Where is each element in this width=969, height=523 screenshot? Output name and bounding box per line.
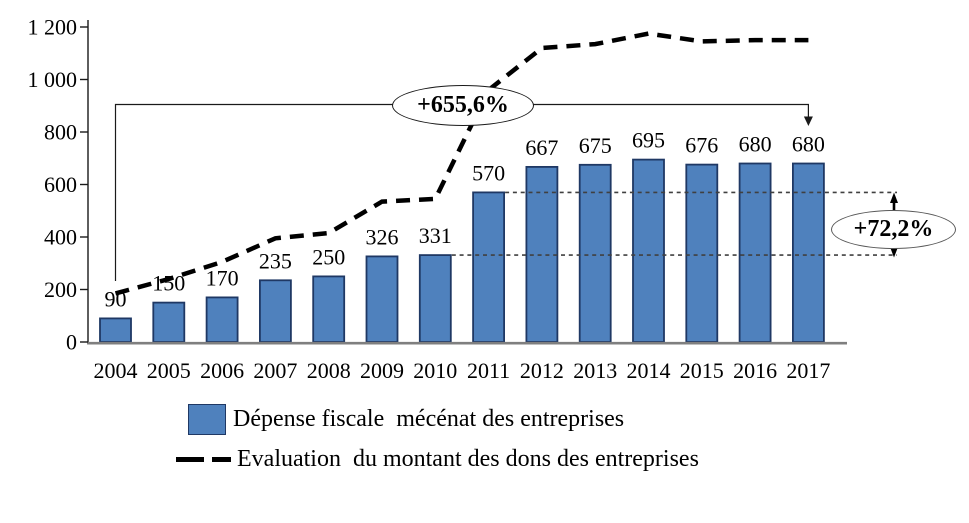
x-tick-label: 2015 <box>680 358 724 383</box>
bar-2015 <box>685 163 719 343</box>
annotation-dons-growth-ellipse: +72,2% <box>831 210 956 249</box>
bar-value-label: 250 <box>312 244 345 269</box>
y-tick-label: 600 <box>44 172 77 197</box>
bar-2009 <box>365 255 399 343</box>
bar-value-label: 570 <box>472 160 505 185</box>
bar-value-label: 667 <box>525 135 558 160</box>
dashed-line-swatch <box>176 457 231 462</box>
legend-item-bar-series: Dépense fiscale mécénat des entreprises <box>188 404 624 435</box>
y-tick-label: 400 <box>44 225 77 250</box>
y-tick-label: 1 200 <box>28 15 78 40</box>
x-tick-label: 2010 <box>413 358 457 383</box>
x-tick-label: 2017 <box>786 358 830 383</box>
bar-value-label: 680 <box>792 132 825 157</box>
bar-series <box>99 158 825 343</box>
x-tick-label: 2016 <box>733 358 777 383</box>
bar-value-label: 695 <box>632 128 665 153</box>
x-tick-label: 2013 <box>573 358 617 383</box>
bar-2013 <box>578 163 612 343</box>
x-tick-label: 2011 <box>467 358 510 383</box>
annotation-dons-growth-label: +72,2% <box>853 216 934 242</box>
legend-label-bar-series: Dépense fiscale mécénat des entreprises <box>233 406 625 432</box>
bar-value-label: 235 <box>259 248 292 273</box>
legend-label-line-series: Evaluation du montant des dons des entre… <box>237 446 699 472</box>
dotted-guide-lines <box>451 191 897 256</box>
annotation-total-growth-label: +655,6% <box>417 92 509 118</box>
bar-2004 <box>99 317 132 343</box>
y-tick-label: 800 <box>44 120 77 145</box>
y-tick-label: 1 000 <box>28 67 78 92</box>
bar-value-label: 150 <box>152 271 185 296</box>
bar-2017 <box>792 162 825 343</box>
legend-item-line-series: Evaluation du montant des dons des entre… <box>176 446 699 473</box>
bar-value-label: 676 <box>685 133 718 158</box>
x-tick-label: 2005 <box>147 358 191 383</box>
bar-value-label: 170 <box>206 265 239 290</box>
evaluation-dashed-line <box>114 31 809 296</box>
bar-value-label: 680 <box>739 132 772 157</box>
bar-value-label: 331 <box>419 223 452 248</box>
bar-value-label: 90 <box>105 286 127 311</box>
x-axis-labels: 2004 2005 2006 2007 2008 2009 2010 2011 2012 2013… <box>94 358 831 383</box>
x-tick-label: 2009 <box>360 358 404 383</box>
bar-2010 <box>418 254 452 343</box>
axes: 0 200 400 600 800 1 000 1 200 <box>28 15 847 355</box>
bar-2014 <box>632 158 665 343</box>
bar-2008 <box>312 275 346 343</box>
x-tick-label: 2004 <box>94 358 138 383</box>
bar-2011 <box>472 191 506 343</box>
x-tick-label: 2014 <box>627 358 671 383</box>
bar-2006 <box>205 296 239 343</box>
bar-value-label: 326 <box>366 224 399 249</box>
bar-2005 <box>152 301 186 343</box>
bar-2007 <box>258 279 292 343</box>
x-tick-label: 2012 <box>520 358 564 383</box>
y-tick-label: 200 <box>44 277 77 302</box>
bar-2016 <box>738 162 772 343</box>
y-tick-label: 0 <box>66 330 77 355</box>
bar-value-labels: 90 150 170 235 250 326 331 570 667 675 695 676 680 68… <box>105 128 825 312</box>
annotation-total-growth-ellipse: +655,6% <box>392 85 534 126</box>
x-tick-label: 2006 <box>200 358 244 383</box>
bar-value-label: 675 <box>579 133 612 158</box>
x-tick-label: 2008 <box>307 358 351 383</box>
x-tick-label: 2007 <box>253 358 297 383</box>
bar-series-swatch <box>188 404 226 435</box>
